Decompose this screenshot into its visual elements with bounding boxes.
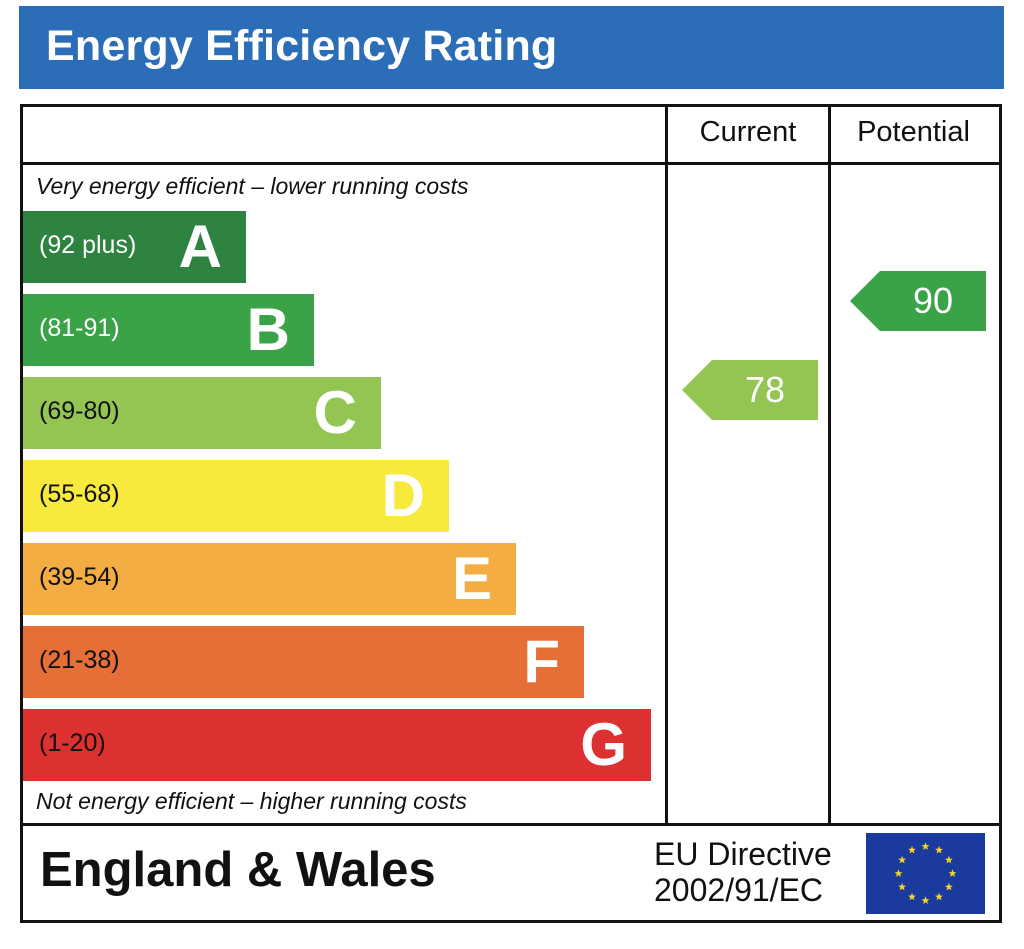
eu-star-icon xyxy=(948,869,957,877)
band-b: (81-91) B xyxy=(23,294,314,366)
eu-star-icon xyxy=(935,892,943,901)
potential-rating-value: 90 xyxy=(912,280,954,321)
band-letter: A xyxy=(178,213,222,280)
caption-very-efficient: Very energy efficient – lower running co… xyxy=(36,173,469,199)
band-range-label: (39-54) xyxy=(39,563,120,591)
band-range-label: (1-20) xyxy=(39,729,106,757)
column-header-current: Current xyxy=(699,116,797,148)
eu-star-icon xyxy=(908,845,916,854)
band-a: (92 plus) A xyxy=(23,211,246,283)
band-range-label: (92 plus) xyxy=(39,231,137,259)
eu-star-icon xyxy=(944,855,953,864)
current-rating-arrow: 78 xyxy=(682,360,818,420)
current-arrow-shape xyxy=(682,360,818,420)
eu-star-icon xyxy=(935,845,943,854)
divider-current-left xyxy=(665,104,668,826)
band-d: (55-68) D xyxy=(23,460,449,532)
band-range-label: (21-38) xyxy=(39,646,120,674)
band-letter: G xyxy=(580,711,627,778)
eu-flag-icon xyxy=(866,833,985,914)
potential-rating-arrow: 90 xyxy=(850,271,986,331)
eu-star-icon xyxy=(908,892,916,901)
eu-star-icon xyxy=(898,882,907,891)
band-letter: C xyxy=(313,379,357,446)
band-letter: F xyxy=(523,628,560,695)
title-banner: Energy Efficiency Rating xyxy=(19,6,1004,89)
eu-star-icon xyxy=(921,896,930,904)
potential-arrow-shape xyxy=(850,271,986,331)
band-letter: D xyxy=(381,462,425,529)
current-rating-value: 78 xyxy=(744,369,786,410)
eu-star-icon xyxy=(921,842,930,850)
band-range-label: (69-80) xyxy=(39,397,120,425)
header-rule xyxy=(20,162,999,165)
eu-directive-number: 2002/91/EC xyxy=(654,872,824,908)
eu-star-icon xyxy=(944,882,953,891)
band-letter: B xyxy=(246,296,290,363)
region-label: England & Wales xyxy=(40,843,436,897)
eu-star-icon xyxy=(894,869,903,877)
band-range-label: (81-91) xyxy=(39,314,120,342)
band-letter: E xyxy=(451,545,492,612)
caption-not-efficient: Not energy efficient – higher running co… xyxy=(36,788,467,814)
band-range-label: (55-68) xyxy=(39,480,120,508)
eu-stars-icon xyxy=(894,842,957,904)
band-e: (39-54) E xyxy=(23,543,516,615)
eu-star-icon xyxy=(898,855,907,864)
page-title: Energy Efficiency Rating xyxy=(46,22,558,70)
band-g: (1-20) G xyxy=(23,709,651,781)
band-c: (69-80) C xyxy=(23,377,381,449)
rating-table xyxy=(20,104,1002,923)
column-header-potential: Potential xyxy=(857,116,970,148)
eu-directive-label: EU Directive xyxy=(654,836,832,872)
divider-potential-left xyxy=(828,104,831,826)
band-f: (21-38) F xyxy=(23,626,584,698)
footer-rule xyxy=(20,823,999,826)
